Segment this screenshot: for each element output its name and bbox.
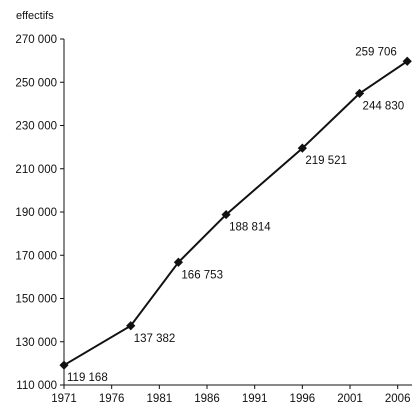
- data-label: 137 382: [134, 333, 176, 345]
- data-label: 219 521: [305, 155, 347, 167]
- x-tick-label: 1991: [242, 393, 268, 405]
- data-point-marker: [59, 360, 69, 370]
- data-label: 244 830: [363, 100, 405, 112]
- data-label: 259 706: [355, 46, 397, 58]
- y-tick-label: 210 000: [15, 164, 57, 176]
- x-tick-label: 1981: [147, 393, 173, 405]
- series-line: [63, 60, 408, 367]
- x-axis: 1971 1976 1981 1986 1991 1996 2001 2006: [51, 384, 412, 405]
- y-tick-label: 270 000: [15, 34, 57, 46]
- data-point-marker: [126, 321, 136, 331]
- series-polyline: [63, 60, 408, 367]
- y-tick-label: 130 000: [15, 337, 57, 349]
- data-label: 188 814: [229, 222, 271, 234]
- x-tick-label: 1976: [99, 393, 125, 405]
- y-tick-label: 230 000: [15, 121, 57, 133]
- x-tick-label: 1986: [194, 393, 220, 405]
- x-tick-label: 1971: [51, 393, 77, 405]
- x-tick-label: 1996: [290, 393, 316, 405]
- x-tick-label: 2006: [385, 393, 411, 405]
- y-tick-label: 170 000: [15, 250, 57, 262]
- x-tick-label: 2001: [337, 393, 363, 405]
- data-point-marker: [173, 257, 184, 267]
- y-tick-label: 150 000: [15, 294, 57, 306]
- data-markers: [59, 56, 412, 370]
- y-tick-label: 190 000: [15, 207, 57, 219]
- y-axis: 110 000 130 000 150 000 170 000 190 000 210 0…: [15, 34, 65, 392]
- data-label: 166 753: [181, 269, 223, 281]
- y-tick-label: 250 000: [15, 77, 57, 89]
- data-labels: 119 168 137 382 166 753 188 814 219 521 244 8…: [67, 46, 404, 384]
- data-label: 119 168: [67, 372, 108, 384]
- y-tick-label: 110 000: [16, 380, 57, 392]
- y-unit-label: effectifs: [16, 10, 54, 22]
- data-point-marker: [297, 143, 307, 153]
- data-point-marker: [402, 56, 412, 66]
- data-point-marker: [354, 88, 365, 99]
- data-point-marker: [221, 209, 231, 220]
